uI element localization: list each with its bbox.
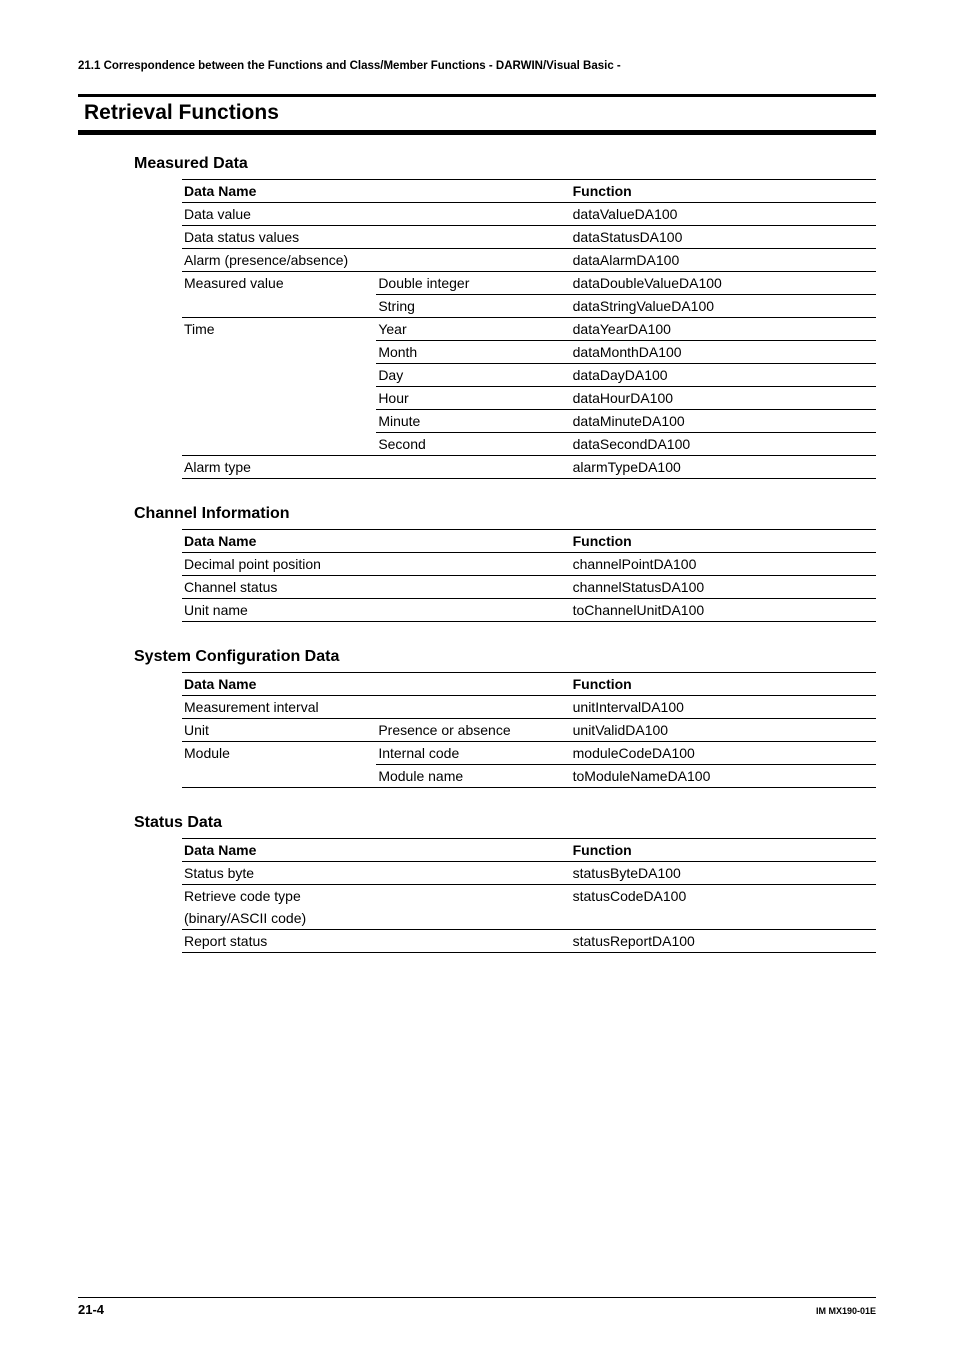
cell: moduleCodeDA100	[571, 742, 876, 765]
cell: Double integer	[376, 272, 570, 295]
th-data-name: Data Name	[182, 180, 571, 203]
cell: Internal code	[376, 742, 570, 765]
cell: Data status values	[182, 226, 571, 249]
cell: unitValidDA100	[571, 719, 876, 742]
cell	[182, 341, 376, 364]
cell: dataMinuteDA100	[571, 410, 876, 433]
cell: dataStatusDA100	[571, 226, 876, 249]
cell: toModuleNameDA100	[571, 765, 876, 788]
cell: Day	[376, 364, 570, 387]
cell: dataStringValueDA100	[571, 295, 876, 318]
cell: statusByteDA100	[571, 862, 876, 885]
cell: String	[376, 295, 570, 318]
cell: Alarm type	[182, 456, 571, 479]
cell	[571, 907, 876, 930]
cell: Measured value	[182, 272, 376, 295]
cell: dataMonthDA100	[571, 341, 876, 364]
th-data-name: Data Name	[182, 673, 571, 696]
cell: dataYearDA100	[571, 318, 876, 341]
cell: unitIntervalDA100	[571, 696, 876, 719]
cell: Unit name	[182, 599, 571, 622]
cell: dataDayDA100	[571, 364, 876, 387]
status-table: Data Name Function Status byte statusByt…	[182, 838, 876, 953]
status-heading: Status Data	[134, 814, 876, 832]
cell: Alarm (presence/absence)	[182, 249, 571, 272]
measured-heading: Measured Data	[134, 155, 876, 173]
cell: statusReportDA100	[571, 930, 876, 953]
cell: Month	[376, 341, 570, 364]
cell: dataSecondDA100	[571, 433, 876, 456]
cell: statusCodeDA100	[571, 885, 876, 908]
top-caption: 21.1 Correspondence between the Function…	[78, 60, 876, 72]
cell: dataDoubleValueDA100	[571, 272, 876, 295]
page-number: 21-4	[78, 1302, 104, 1317]
section-title: Retrieval Functions	[78, 101, 876, 125]
cell: Channel status	[182, 576, 571, 599]
th-data-name: Data Name	[182, 530, 571, 553]
cell: dataHourDA100	[571, 387, 876, 410]
cell: dataAlarmDA100	[571, 249, 876, 272]
cell: Hour	[376, 387, 570, 410]
th-function: Function	[571, 673, 876, 696]
cell: Module	[182, 742, 376, 765]
cell: Status byte	[182, 862, 571, 885]
cell: channelStatusDA100	[571, 576, 876, 599]
cell	[182, 410, 376, 433]
cell: Decimal point position	[182, 553, 571, 576]
cell: alarmTypeDA100	[571, 456, 876, 479]
cell: Report status	[182, 930, 571, 953]
th-function: Function	[571, 180, 876, 203]
th-data-name: Data Name	[182, 839, 571, 862]
sysconf-table: Data Name Function Measurement interval …	[182, 672, 876, 788]
cell: Second	[376, 433, 570, 456]
cell: Year	[376, 318, 570, 341]
cell: Data value	[182, 203, 571, 226]
channel-table: Data Name Function Decimal point positio…	[182, 529, 876, 622]
measured-table: Data Name Function Data value dataValueD…	[182, 179, 876, 479]
cell: dataValueDA100	[571, 203, 876, 226]
cell	[182, 364, 376, 387]
cell: Measurement interval	[182, 696, 571, 719]
sysconf-heading: System Configuration Data	[134, 648, 876, 666]
channel-heading: Channel Information	[134, 505, 876, 523]
cell: Minute	[376, 410, 570, 433]
cell: Module name	[376, 765, 570, 788]
section-title-bar: Retrieval Functions	[78, 94, 876, 135]
content-block: Measured Data Data Name Function Data va…	[78, 155, 876, 953]
footer-code: IM MX190-01E	[816, 1306, 876, 1316]
th-function: Function	[571, 530, 876, 553]
cell: Retrieve code type	[182, 885, 571, 908]
cell: Presence or absence	[376, 719, 570, 742]
cell	[182, 295, 376, 318]
cell	[182, 387, 376, 410]
cell: Unit	[182, 719, 376, 742]
cell	[182, 765, 376, 788]
cell: Time	[182, 318, 376, 341]
th-function: Function	[571, 839, 876, 862]
cell	[182, 433, 376, 456]
footer: 21-4 IM MX190-01E	[78, 1297, 876, 1317]
cell: channelPointDA100	[571, 553, 876, 576]
cell: toChannelUnitDA100	[571, 599, 876, 622]
cell: (binary/ASCII code)	[182, 907, 571, 930]
